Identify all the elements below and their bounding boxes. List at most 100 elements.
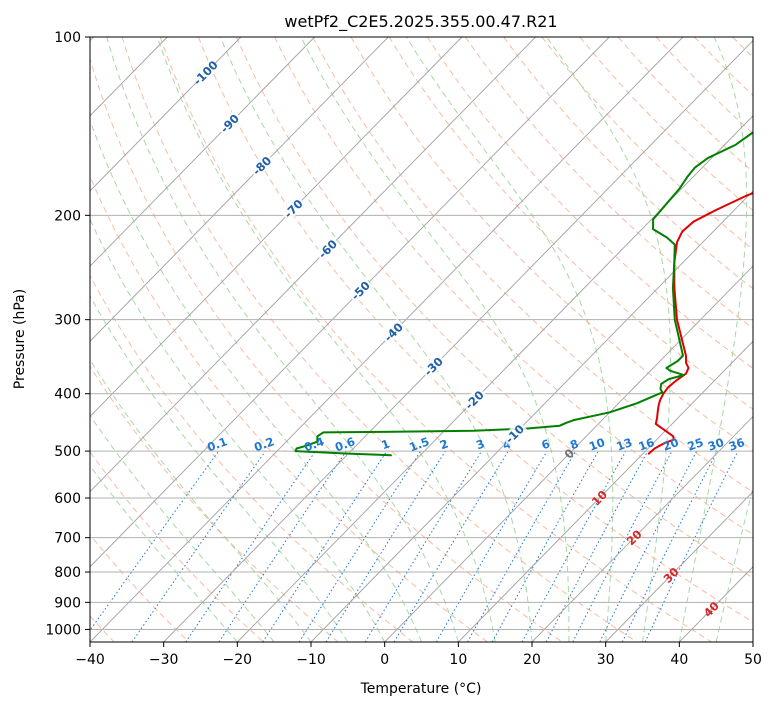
isotherm-line	[237, 115, 753, 642]
dry-adiabat-line	[90, 274, 414, 642]
x-tick-label: 50	[744, 652, 762, 668]
y-tick-label: 200	[54, 208, 81, 224]
pressure-gridlines	[90, 37, 753, 630]
y-tick-label: 500	[54, 444, 81, 460]
mixing-ratio-label: 16	[637, 435, 657, 454]
x-tick-label: 30	[597, 652, 615, 668]
y-tick-label: 100	[54, 30, 81, 46]
x-tick-label: −30	[149, 652, 179, 668]
isotherm-line	[531, 415, 753, 642]
plot-frame	[89, 36, 754, 643]
mixing-ratio-label: 0.1	[205, 434, 229, 454]
x-tick-label: 40	[670, 652, 688, 668]
mixing-ratio-label: 25	[685, 435, 705, 454]
moist-adiabat-line	[546, 37, 671, 642]
isotherm-label-bg	[314, 235, 341, 262]
isotherm-line	[605, 491, 753, 642]
x-axis-title: Temperature (°C)	[360, 681, 482, 697]
y-tick-label: 300	[54, 313, 81, 329]
axis-ticks: −40 −30 −20 −10 0 10 20 30 40 50 100 200 300 400 500 60…	[45, 30, 762, 668]
isotherm-label-bg	[420, 353, 447, 380]
mixing-ratio-line	[545, 450, 649, 642]
y-tick-label: 800	[54, 565, 81, 581]
isotherm-line	[458, 340, 753, 642]
profile-series	[294, 131, 753, 457]
isotherm-label-bg	[501, 420, 528, 447]
moist-adiabat-line	[219, 37, 533, 642]
isotherm-label-bg	[380, 318, 407, 345]
mixing-ratio-label: 0.6	[333, 434, 357, 454]
isotherm-line	[90, 37, 389, 342]
dry-adiabats	[90, 37, 753, 642]
dry-adiabat-line	[90, 175, 488, 642]
y-tick-label: 700	[54, 531, 81, 547]
isotherm-line	[310, 190, 753, 642]
dry-adiabat-line	[350, 37, 753, 451]
dry-adiabat-line	[388, 37, 753, 410]
mixing-ratio-label: 36	[727, 435, 747, 454]
mixing-ratio-label: 30	[706, 435, 726, 454]
isotherm-line	[90, 37, 242, 192]
x-tick-label: 20	[523, 652, 541, 668]
mixing-ratio-label: 0.4	[302, 434, 326, 454]
isotherm-line	[90, 37, 536, 493]
dry-adiabat-line	[274, 37, 753, 536]
isotherm-line	[90, 37, 315, 267]
dry-adiabat-line	[503, 37, 753, 290]
x-tick-label: 10	[449, 652, 467, 668]
isotherm-label-bg	[347, 277, 374, 304]
moist-adiabat-line	[715, 485, 753, 642]
y-tick-label: 400	[54, 387, 81, 403]
mixing-ratio-line	[521, 450, 627, 642]
dry-adiabat-line	[541, 37, 753, 251]
dewpoint-profile-line	[294, 131, 753, 457]
moist-adiabat-line	[405, 37, 614, 642]
isotherm-label-bg	[248, 152, 275, 179]
mixing-ratio-label: 10	[587, 435, 607, 454]
y-tick-label: 1000	[45, 622, 81, 638]
mixing-ratio-line	[621, 450, 718, 642]
mixing-ratio-line	[364, 450, 483, 642]
moist-adiabat-line	[90, 464, 238, 642]
dry-adiabat-line	[90, 533, 190, 642]
chart-title: wetPf2_C2E5.2025.355.00.47.R21	[284, 12, 557, 32]
x-tick-label: 0	[380, 652, 389, 668]
moist-adiabat-line	[90, 294, 349, 642]
dry-adiabat-line	[90, 451, 264, 642]
mixing-ratio-line	[90, 450, 220, 632]
mixing-ratio-lines	[90, 450, 739, 642]
moist-adiabat-line	[90, 119, 422, 642]
mixing-ratio-line	[185, 450, 316, 642]
isotherm-label-bg	[280, 195, 307, 222]
mixing-ratio-label: 1.5	[407, 434, 431, 454]
dry-adiabat-line	[159, 37, 712, 642]
isotherms	[90, 37, 753, 642]
isotherm-line	[90, 37, 463, 418]
isotherm-label-bg	[192, 59, 219, 86]
mixing-ratio-label: 0.2	[252, 434, 276, 454]
moist-adiabat-line	[90, 414, 275, 642]
moist-adiabat-line	[156, 37, 496, 642]
y-axis-title: Pressure (hPa)	[12, 289, 28, 389]
isotherm-label-bg	[216, 110, 243, 137]
moist-adiabat-line	[300, 37, 570, 642]
x-tick-label: −40	[75, 652, 105, 668]
mixing-ratio-line	[131, 450, 266, 642]
mixing-ratio-label: 13	[614, 435, 634, 454]
moist-adiabat-line	[90, 218, 386, 642]
isotherm-line	[163, 39, 753, 642]
moist-adiabat-line	[678, 37, 748, 642]
mixing-ratio-line	[218, 450, 347, 642]
dry-adiabat-line	[426, 37, 753, 370]
y-tick-label: 900	[54, 595, 81, 611]
mixing-ratio-line	[467, 450, 577, 642]
mixing-ratio-line	[298, 450, 422, 642]
mixing-ratio-line	[599, 450, 698, 642]
x-tick-label: −10	[296, 652, 326, 668]
mixing-ratio-label: 20	[661, 435, 681, 454]
isotherm-line	[90, 37, 610, 568]
x-tick-label: −20	[223, 652, 253, 668]
dry-adiabat-line	[236, 37, 753, 579]
dry-adiabat-line	[90, 57, 563, 642]
